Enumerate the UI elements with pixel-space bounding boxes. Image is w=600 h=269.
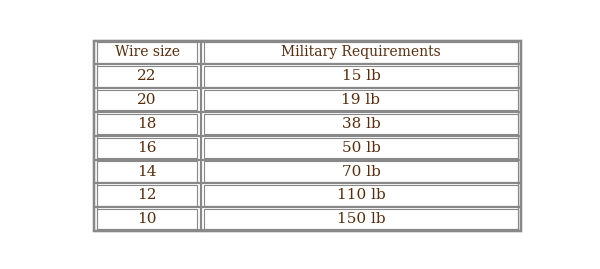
Bar: [204, 137, 518, 158]
Bar: [94, 64, 200, 88]
Bar: [200, 136, 521, 160]
Text: 22: 22: [137, 69, 157, 83]
Bar: [200, 88, 521, 112]
Text: 18: 18: [137, 117, 157, 131]
Bar: [94, 88, 200, 112]
Bar: [94, 88, 200, 112]
Text: 50 lb: 50 lb: [341, 141, 380, 155]
Bar: [200, 160, 521, 183]
Bar: [204, 114, 518, 134]
Bar: [97, 66, 197, 87]
Bar: [200, 136, 521, 160]
Text: 70 lb: 70 lb: [341, 165, 380, 179]
Text: Military Requirements: Military Requirements: [281, 45, 441, 59]
Bar: [94, 41, 200, 64]
Bar: [204, 161, 518, 182]
Bar: [200, 41, 521, 64]
Bar: [97, 90, 197, 110]
Bar: [200, 112, 521, 136]
Bar: [97, 42, 197, 63]
Bar: [204, 209, 518, 229]
Bar: [94, 183, 200, 207]
Text: 14: 14: [137, 165, 157, 179]
Bar: [94, 112, 200, 136]
Bar: [94, 183, 200, 207]
Bar: [97, 137, 197, 158]
Bar: [94, 207, 200, 231]
Bar: [94, 207, 200, 231]
Bar: [97, 114, 197, 134]
Text: 110 lb: 110 lb: [337, 188, 385, 202]
Text: 38 lb: 38 lb: [341, 117, 380, 131]
Text: 12: 12: [137, 188, 157, 202]
Text: 16: 16: [137, 141, 157, 155]
Bar: [200, 88, 521, 112]
Bar: [204, 66, 518, 87]
Bar: [200, 160, 521, 183]
Bar: [94, 160, 200, 183]
Bar: [204, 42, 518, 63]
Bar: [204, 185, 518, 206]
Text: 20: 20: [137, 93, 157, 107]
Bar: [200, 64, 521, 88]
Bar: [94, 64, 200, 88]
Bar: [94, 136, 200, 160]
Text: 10: 10: [137, 212, 157, 226]
Bar: [200, 183, 521, 207]
Text: 19 lb: 19 lb: [341, 93, 380, 107]
Bar: [200, 183, 521, 207]
Bar: [94, 160, 200, 183]
Bar: [94, 112, 200, 136]
Bar: [200, 112, 521, 136]
Bar: [94, 41, 200, 64]
Text: 150 lb: 150 lb: [337, 212, 385, 226]
Bar: [200, 207, 521, 231]
Text: Wire size: Wire size: [115, 45, 179, 59]
Bar: [204, 90, 518, 110]
Bar: [200, 41, 521, 64]
Bar: [97, 161, 197, 182]
Bar: [200, 64, 521, 88]
Text: 15 lb: 15 lb: [341, 69, 380, 83]
Bar: [200, 207, 521, 231]
Bar: [94, 136, 200, 160]
Bar: [97, 209, 197, 229]
Bar: [97, 185, 197, 206]
